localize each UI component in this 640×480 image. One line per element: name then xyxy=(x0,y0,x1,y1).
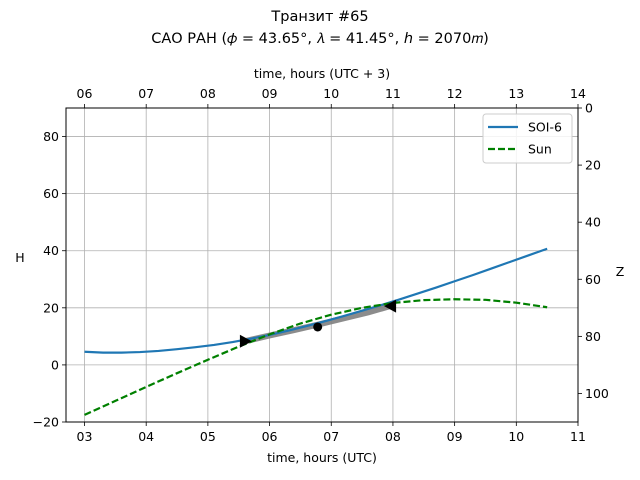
x-tick-label-bottom: 09 xyxy=(447,429,463,444)
x-tick-label-bottom: 06 xyxy=(262,429,278,444)
legend-label-soi6: SOI-6 xyxy=(528,120,562,135)
ingress-marker xyxy=(239,334,252,348)
axis-ticks: 03 04 05 06 07 08 09 10 11 06 07 08 09 10 11 12 13 14 −20 0… xyxy=(33,86,609,444)
x-tick-label-top: 12 xyxy=(447,86,463,101)
y-tick-label-right: 0 xyxy=(585,101,593,116)
x-tick-label-top: 14 xyxy=(570,86,586,101)
x-tick-label-bottom: 05 xyxy=(200,429,216,444)
x-tick-label-top: 07 xyxy=(138,86,154,101)
y-tick-label-right: 20 xyxy=(585,158,601,173)
plot-frame xyxy=(65,107,579,423)
x-tick-label-bottom: 10 xyxy=(508,429,524,444)
x-tick-label-top: 08 xyxy=(200,86,216,101)
mid-transit-marker xyxy=(313,322,323,332)
y-tick-label-left: 20 xyxy=(43,300,59,315)
y-tick-label-left: 60 xyxy=(43,186,59,201)
sun-line xyxy=(84,298,548,416)
y-tick-label-left: −20 xyxy=(33,415,59,430)
legend-label-sun: Sun xyxy=(528,142,552,157)
y-tick-label-right: 80 xyxy=(585,329,601,344)
chart-title-line2: САО РАН (𝜙 = 43.65°, 𝜆 = 41.45°, ℎ = 207… xyxy=(151,31,489,47)
x-tick-label-bottom: 08 xyxy=(385,429,401,444)
x-tick-label-bottom: 03 xyxy=(77,429,93,444)
x-tick-label-bottom: 11 xyxy=(570,429,586,444)
x-tick-label-top: 13 xyxy=(508,86,524,101)
y-tick-label-left: 40 xyxy=(43,243,59,258)
x-tick-label-top: 09 xyxy=(262,86,278,101)
x-tick-label-bottom: 04 xyxy=(138,429,154,444)
y-tick-label-right: 40 xyxy=(585,215,601,230)
x-tick-label-top: 10 xyxy=(323,86,339,101)
x-axis-bottom-label: time, hours (UTC) xyxy=(267,450,377,465)
y-axis-left-label: H xyxy=(15,250,24,265)
egress-marker xyxy=(384,299,397,313)
y-tick-label-left: 0 xyxy=(51,357,59,372)
y-tick-label-right: 100 xyxy=(585,386,609,401)
x-axis-top-label: time, hours (UTC + 3) xyxy=(254,66,390,81)
x-tick-label-top: 06 xyxy=(77,86,93,101)
y-tick-label-right: 60 xyxy=(585,272,601,287)
legend: SOI-6 Sun xyxy=(482,113,573,164)
transit-markers xyxy=(239,299,397,348)
y-tick-label-left: 80 xyxy=(43,129,59,144)
y-axis-right-label: Z xyxy=(616,264,625,279)
x-tick-label-top: 11 xyxy=(385,86,401,101)
chart-title-line1: Транзит #65 xyxy=(270,9,368,25)
x-tick-label-bottom: 07 xyxy=(323,429,339,444)
